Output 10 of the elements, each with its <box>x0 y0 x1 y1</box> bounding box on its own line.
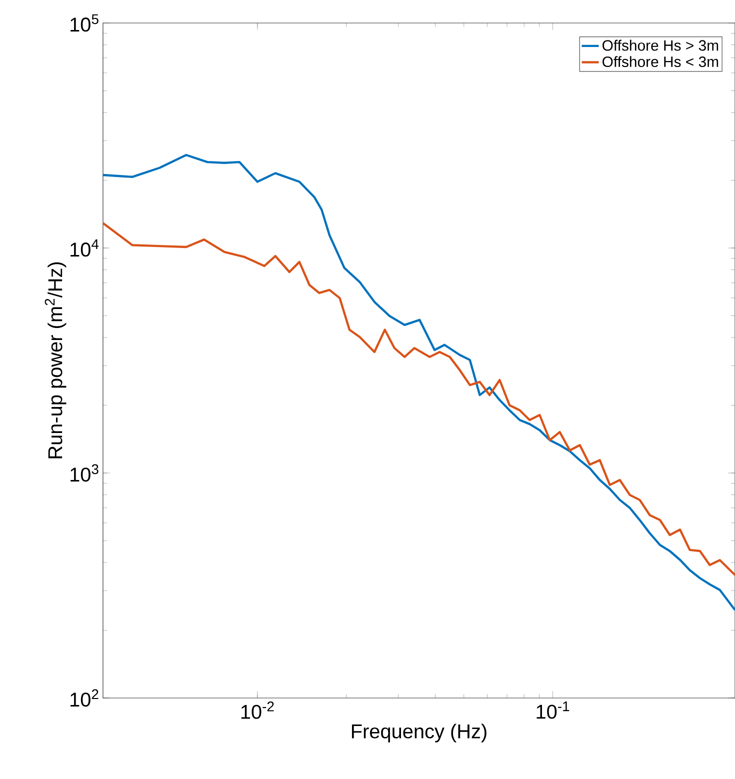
y-tick-label: 10$^{3}$ <box>70 464 98 482</box>
y-axis-title: Run-up power (m$^{2}$/Hz) <box>44 262 66 458</box>
y-tick-label: 10$^{2}$ <box>70 689 98 707</box>
x-axis-title: Frequency (Hz) <box>352 724 486 742</box>
y-tick-label: 10$^{5}$ <box>70 14 98 32</box>
x-tick-label: 10$^{-2}$ <box>241 701 274 719</box>
x-tick-label: 10$^{-1}$ <box>536 702 570 719</box>
legend-label: Offshore Hs < 3m <box>602 56 718 68</box>
y-tick-label: 10$^{4}$ <box>70 239 99 257</box>
legend-label: Offshore Hs > 3m <box>602 40 718 51</box>
